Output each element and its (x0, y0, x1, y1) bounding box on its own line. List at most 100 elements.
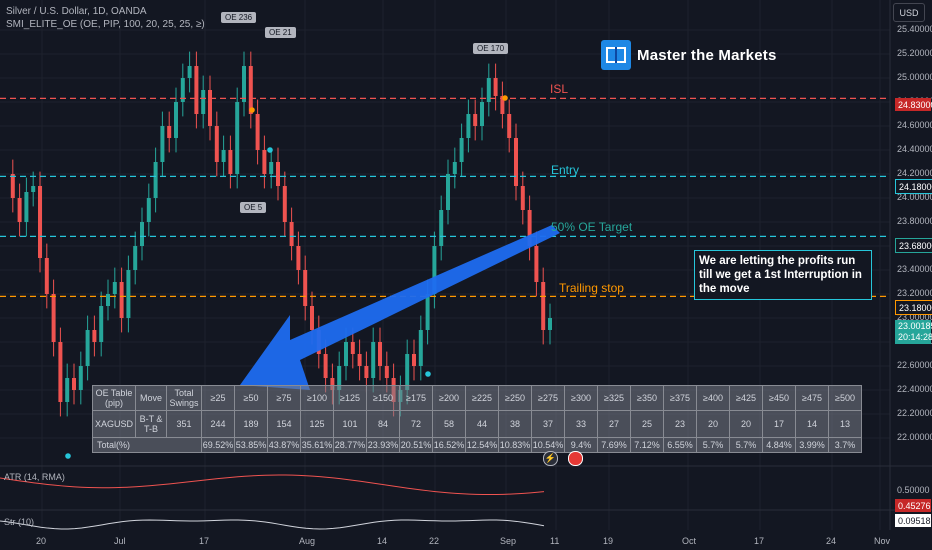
table-count-cell: 101 (333, 410, 367, 438)
candle-body (140, 222, 144, 246)
swing-tag-oe170: OE 170 (473, 43, 509, 54)
candle-body (221, 150, 226, 162)
candle-body (500, 96, 505, 114)
time-tick-label: 20 (36, 536, 47, 546)
table-threshold-header: ≥300 (564, 385, 598, 411)
target-price-badge: 23.68000 (895, 238, 932, 253)
table-percent-cell: 20.51% (399, 437, 433, 453)
big-arrow (240, 225, 560, 390)
candle-body (534, 246, 539, 282)
indicator-title: SMI_ELITE_OE (OE, PIP, 100, 20, 25, 25, … (6, 19, 205, 30)
candle-body (235, 102, 240, 174)
table-threshold-header: ≥200 (432, 385, 466, 411)
entry-price-badge: 24.18000 (895, 179, 932, 194)
time-tick-label: 11 (550, 536, 560, 546)
candle-body (78, 366, 83, 390)
table-header-total: Total Swings (166, 385, 202, 411)
candle-body (51, 294, 56, 342)
candle-body (405, 354, 410, 390)
swing-tag-oe5: OE 5 (240, 202, 267, 213)
table-percent-cell: 28.77% (333, 437, 367, 453)
table-threshold-header: ≥475 (795, 385, 829, 411)
price-tick-label: 23.00000 (897, 312, 932, 322)
entry-label: Entry (551, 163, 580, 177)
table-percent-cell: 9.4% (564, 437, 598, 453)
table-threshold-header: ≥175 (399, 385, 433, 411)
table-percent-cell: 53.85% (234, 437, 268, 453)
table-threshold-header: ≥325 (597, 385, 631, 411)
trailing-price-badge: 23.18000 (895, 300, 932, 315)
time-tick-label: Aug (299, 536, 316, 546)
candle-body (276, 162, 280, 186)
price-tick-label: 24.00000 (897, 192, 932, 202)
candle-body (452, 162, 457, 174)
time-tick-label: Oct (682, 536, 697, 546)
candle-body (282, 186, 287, 222)
table-count-cell: 25 (630, 410, 664, 438)
candle-body (357, 354, 362, 366)
table-percent-cell: 35.61% (300, 437, 334, 453)
candle-body (425, 294, 430, 330)
table-total-label: Total(%) (92, 437, 202, 453)
trailing-stop-label: Trailing stop (559, 281, 624, 295)
table-percent-cell: 6.55% (663, 437, 697, 453)
price-tick-label: 23.20000 (897, 288, 932, 298)
lightning-event-icon[interactable]: ⚡ (543, 451, 558, 466)
currency-button[interactable]: USD (893, 3, 925, 22)
candle-body (201, 90, 206, 114)
table-percent-cell: 7.12% (630, 437, 664, 453)
table-header-row: OE Table (pip) Move Total Swings ≥25 ≥50 ≥… (92, 385, 862, 411)
table-percent-cell: 69.52% (201, 437, 235, 453)
table-percent-cell: 12.54% (465, 437, 499, 453)
swing-tag-oe21: OE 21 (265, 27, 296, 38)
table-header-label: OE Table (pip) (92, 385, 136, 411)
str-label: Str (10) (4, 517, 35, 527)
candle-body (119, 282, 124, 318)
price-tick-label: 25.20000 (897, 48, 932, 58)
candle-body (44, 258, 49, 294)
candle-body (303, 270, 308, 306)
table-percent-cell: 43.87% (267, 437, 301, 453)
candle-body (24, 192, 29, 222)
table-count-cell: 244 (201, 410, 235, 438)
atr-tick: 0.50000 (897, 485, 930, 495)
atr-line (0, 474, 545, 496)
logo-text: Master the Markets (637, 46, 777, 64)
candle-body (194, 66, 199, 114)
table-count-cell: 27 (597, 410, 631, 438)
table-percent-cell: 23.93% (366, 437, 400, 453)
candle-body (527, 210, 532, 246)
candle-body (507, 114, 512, 138)
table-threshold-header: ≥150 (366, 385, 400, 411)
time-tick-label: 19 (603, 536, 614, 546)
oe-stats-table: OE Table (pip) Move Total Swings ≥25 ≥50 ≥… (92, 385, 862, 453)
candle-body (133, 246, 138, 270)
candle-body (167, 126, 172, 138)
last-price: 23.00185 (898, 321, 932, 331)
annotation-note: We are letting the profits run till we g… (694, 250, 872, 300)
price-tick-label: 22.40000 (897, 384, 932, 394)
last-price-badge: 23.00185 20:14:28 (895, 320, 932, 344)
time-tick-label: 17 (754, 536, 765, 546)
candle-body (72, 378, 76, 390)
us-flag-event-icon[interactable] (568, 451, 583, 466)
candle-body (378, 342, 382, 366)
candle-body (31, 186, 36, 192)
candle-body (371, 342, 376, 378)
table-threshold-header: ≥50 (234, 385, 268, 411)
swing-dot (267, 147, 273, 153)
table-percent-cell: 5.7% (696, 437, 730, 453)
price-tick-label: 24.60000 (897, 120, 932, 130)
table-threshold-header: ≥450 (762, 385, 796, 411)
swing-markers (65, 95, 508, 459)
time-tick-label: 22 (429, 536, 440, 546)
atr-value-badge: 0.45276 (895, 499, 931, 512)
candle-body (330, 378, 335, 390)
time-tick-label: Sep (500, 536, 517, 546)
candle-body (92, 330, 97, 342)
swing-tag-oe236: OE 236 (221, 12, 257, 23)
candle-body (180, 78, 185, 102)
candle-body (439, 210, 444, 246)
candle-body (514, 138, 518, 186)
candle-body (112, 282, 117, 294)
